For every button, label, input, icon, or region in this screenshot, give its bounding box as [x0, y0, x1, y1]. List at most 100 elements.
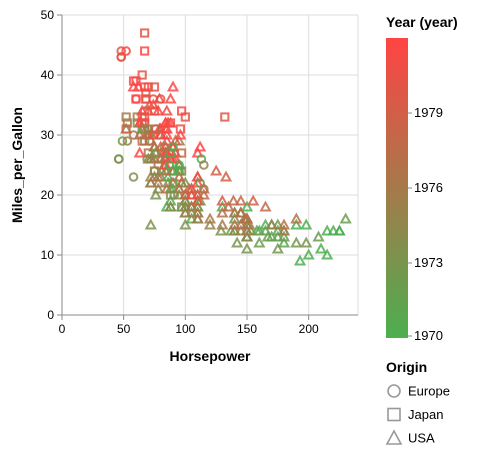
y-tick-label: 40	[41, 68, 55, 82]
usa-data-point	[191, 212, 204, 224]
usa-data-point	[271, 230, 284, 242]
japan-data-point	[149, 82, 160, 92]
x-tick-label: 200	[299, 322, 319, 336]
japan-data-point	[177, 148, 187, 158]
europe-data-point	[153, 160, 163, 170]
usa-data-point	[259, 200, 272, 212]
japan-data-point	[165, 190, 176, 200]
europe-data-point	[113, 154, 124, 164]
usa-data-point	[216, 194, 229, 206]
color-gradient-bar	[386, 38, 408, 338]
usa-data-point	[290, 212, 303, 224]
usa-data-point	[302, 248, 315, 260]
europe-data-point	[144, 130, 155, 140]
usa-data-point	[185, 188, 198, 200]
y-axis-title: Miles_per_Gallon	[9, 107, 25, 223]
usa-data-point	[250, 224, 263, 236]
europe-data-point	[148, 94, 159, 104]
japan-data-point	[149, 106, 160, 116]
europe-data-point	[142, 154, 152, 164]
usa-data-point	[234, 206, 247, 218]
usa-data-point	[227, 194, 240, 206]
usa-data-point	[133, 146, 146, 158]
usa-data-point	[333, 224, 346, 236]
usa-data-point	[166, 80, 180, 92]
usa-data-point	[210, 164, 223, 176]
usa-data-point	[321, 224, 334, 236]
x-tick-label: 50	[117, 322, 131, 336]
usa-data-point	[321, 248, 334, 260]
europe-data-point	[116, 52, 126, 62]
y-tick-label: 50	[41, 8, 55, 22]
usa-data-point	[259, 224, 272, 236]
japan-data-point	[140, 46, 150, 56]
usa-data-point	[290, 218, 303, 230]
japan-data-point	[175, 124, 186, 134]
europe-data-point	[116, 46, 126, 56]
usa-data-point	[179, 188, 192, 200]
usa-data-point	[185, 200, 198, 212]
europe-data-point	[117, 136, 128, 146]
usa-data-point	[155, 164, 168, 176]
usa-data-point	[239, 212, 252, 224]
europe-data-point	[139, 106, 150, 116]
europe-data-point	[139, 124, 150, 134]
usa-data-point	[179, 206, 192, 218]
usa-data-point	[152, 170, 165, 182]
usa-data-point	[240, 224, 254, 236]
usa-data-point	[271, 242, 284, 254]
shape-legend-title: Origin	[386, 359, 427, 375]
usa-data-point	[215, 224, 228, 236]
usa-data-point	[240, 230, 254, 242]
japan-data-point	[137, 70, 147, 80]
origin-shape-legend: Origin Europe Japan USA	[385, 359, 450, 446]
usa-data-point	[164, 92, 177, 104]
usa-data-point	[174, 128, 187, 140]
usa-data-point	[152, 182, 165, 194]
y-tick-label: 30	[41, 128, 55, 142]
usa-data-point	[277, 224, 291, 236]
color-legend-title: Year (year)	[386, 14, 458, 30]
usa-data-point	[144, 176, 157, 188]
year-color-legend: Year (year) 1970 1973 1976 1979	[386, 14, 458, 343]
usa-data-point	[173, 182, 186, 194]
usa-legend-symbol	[385, 429, 403, 445]
usa-data-point	[185, 206, 198, 218]
usa-data-point	[277, 236, 291, 248]
europe-data-point	[199, 160, 209, 170]
usa-legend-label: USA	[408, 431, 435, 446]
usa-data-point	[160, 104, 173, 116]
color-legend-ticks: 1970 1973 1976 1979	[408, 105, 443, 343]
japan-data-point	[141, 88, 151, 98]
y-tick-label: 20	[41, 188, 55, 202]
europe-data-point	[131, 94, 141, 104]
usa-data-point	[166, 182, 180, 194]
usa-data-point	[290, 236, 303, 248]
color-legend-tick-label: 1976	[414, 180, 443, 195]
usa-data-point	[312, 230, 325, 242]
japan-data-point	[220, 112, 230, 122]
europe-data-point	[121, 46, 131, 56]
usa-data-point	[147, 98, 160, 110]
usa-data-point	[228, 224, 241, 236]
usa-data-point	[194, 140, 207, 152]
japan-data-point	[122, 118, 132, 128]
europe-legend-symbol	[387, 384, 401, 398]
x-axis-title: Horsepower	[170, 348, 251, 364]
x-tick-label: 100	[175, 322, 195, 336]
usa-data-point	[216, 206, 229, 218]
color-legend-tick-label: 1979	[414, 105, 443, 120]
usa-data-point	[339, 212, 352, 224]
usa-data-point	[300, 218, 313, 230]
japan-legend-label: Japan	[408, 407, 443, 422]
usa-data-point	[243, 218, 256, 230]
europe-data-point	[128, 130, 139, 140]
shape-legend-items: Europe Japan USA	[385, 384, 450, 446]
usa-data-point	[261, 230, 275, 242]
usa-data-point	[203, 212, 217, 224]
europe-data-point	[174, 160, 184, 170]
color-legend-tick-label: 1973	[414, 255, 443, 270]
usa-data-point	[253, 236, 266, 248]
usa-data-point	[234, 218, 247, 230]
